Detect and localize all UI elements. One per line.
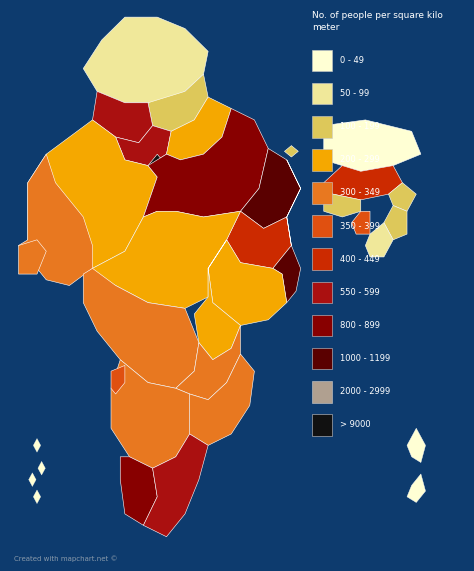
Polygon shape (176, 325, 240, 400)
Polygon shape (143, 108, 268, 217)
Text: 400 - 449: 400 - 449 (340, 255, 380, 264)
Polygon shape (389, 183, 416, 211)
Text: 0 - 49: 0 - 49 (340, 56, 364, 65)
Polygon shape (38, 461, 46, 475)
Polygon shape (28, 120, 157, 268)
Text: > 9000: > 9000 (340, 420, 371, 429)
Polygon shape (324, 120, 421, 171)
Polygon shape (148, 154, 166, 177)
Polygon shape (83, 268, 199, 388)
FancyBboxPatch shape (312, 348, 332, 369)
Polygon shape (324, 166, 402, 200)
Polygon shape (227, 211, 292, 268)
FancyBboxPatch shape (312, 182, 332, 204)
Text: 100 - 199: 100 - 199 (340, 122, 380, 131)
Polygon shape (18, 154, 92, 286)
FancyBboxPatch shape (312, 315, 332, 336)
FancyBboxPatch shape (312, 248, 332, 270)
FancyBboxPatch shape (312, 116, 332, 138)
Polygon shape (92, 211, 240, 308)
Polygon shape (143, 434, 208, 537)
Polygon shape (384, 206, 407, 240)
Polygon shape (111, 365, 125, 394)
Polygon shape (33, 490, 41, 504)
Text: No. of people per square kilo
meter: No. of people per square kilo meter (312, 11, 443, 31)
FancyBboxPatch shape (312, 83, 332, 104)
Polygon shape (240, 148, 301, 228)
Polygon shape (120, 457, 157, 525)
Polygon shape (116, 126, 171, 166)
Polygon shape (352, 211, 370, 234)
Polygon shape (194, 240, 240, 360)
Polygon shape (407, 428, 426, 463)
Polygon shape (92, 91, 153, 143)
FancyBboxPatch shape (312, 50, 332, 71)
FancyBboxPatch shape (312, 215, 332, 237)
Polygon shape (365, 223, 393, 257)
Polygon shape (166, 97, 231, 160)
Text: 350 - 399: 350 - 399 (340, 222, 380, 231)
Polygon shape (18, 240, 46, 274)
Text: 800 - 899: 800 - 899 (340, 321, 380, 330)
FancyBboxPatch shape (312, 149, 332, 171)
Polygon shape (33, 439, 41, 452)
FancyBboxPatch shape (312, 414, 332, 436)
FancyBboxPatch shape (312, 282, 332, 303)
Polygon shape (111, 360, 190, 468)
Polygon shape (284, 146, 298, 157)
Polygon shape (324, 194, 361, 217)
Polygon shape (273, 160, 301, 303)
Text: 550 - 599: 550 - 599 (340, 288, 380, 297)
Text: 1000 - 1199: 1000 - 1199 (340, 354, 390, 363)
FancyBboxPatch shape (312, 381, 332, 403)
Text: 200 - 299: 200 - 299 (340, 155, 380, 164)
Text: Created with mapchart.net ©: Created with mapchart.net © (14, 556, 118, 562)
Text: 50 - 99: 50 - 99 (340, 89, 369, 98)
Text: 300 - 349: 300 - 349 (340, 188, 380, 198)
Polygon shape (407, 474, 426, 502)
Polygon shape (148, 74, 208, 131)
Text: 2000 - 2999: 2000 - 2999 (340, 387, 390, 396)
Polygon shape (83, 17, 208, 103)
Polygon shape (208, 240, 287, 325)
Polygon shape (190, 354, 255, 445)
Polygon shape (28, 473, 36, 486)
